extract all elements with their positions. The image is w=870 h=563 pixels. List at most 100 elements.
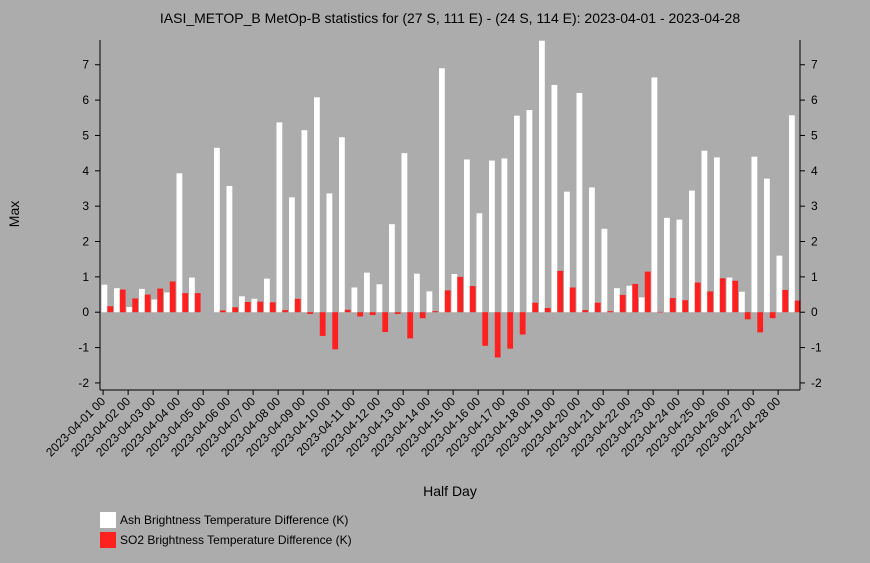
ash-bar <box>251 298 258 313</box>
ash-bar <box>451 274 458 313</box>
so2-bar <box>294 298 301 313</box>
ash-bar <box>364 272 370 313</box>
legend-label-so2: SO2 Brightness Temperature Difference (K… <box>120 533 352 547</box>
legend-item-so2: SO2 Brightness Temperature Difference (K… <box>100 532 352 548</box>
so2-bar <box>782 289 789 313</box>
so2-bar <box>132 298 139 313</box>
y-tick-label-left: 0 <box>82 305 89 319</box>
so2-bar <box>669 298 676 313</box>
ash-bar <box>664 217 670 313</box>
y-tick-label-left: -2 <box>78 376 89 390</box>
ash-bar <box>351 287 358 313</box>
ash-bar <box>101 284 108 313</box>
y-tick-label-left: 5 <box>82 128 89 142</box>
y-tick-label-left: 3 <box>82 199 89 213</box>
ash-bar <box>176 173 183 313</box>
so2-bar <box>482 312 489 346</box>
ash-bar <box>614 288 620 313</box>
so2-bar <box>182 293 189 313</box>
chart-title: IASI_METOP_B MetOp-B statistics for (27 … <box>160 10 740 26</box>
y-tick-label-right: 7 <box>811 58 818 72</box>
ash-bar <box>214 147 220 313</box>
ash-bar <box>276 122 283 313</box>
ash-bar <box>626 285 633 313</box>
so2-bar <box>744 312 751 320</box>
so2-bar <box>319 312 326 336</box>
so2-bar <box>344 309 351 313</box>
ash-bar <box>601 228 608 313</box>
ash-bar <box>564 191 570 313</box>
legend-swatch-so2 <box>100 532 116 548</box>
y-tick-label-left: -1 <box>78 341 89 355</box>
ash-bar <box>301 130 308 313</box>
so2-bar <box>169 281 176 313</box>
so2-bar <box>144 294 151 313</box>
so2-bar <box>407 312 414 339</box>
so2-bar <box>794 300 801 313</box>
so2-bar <box>332 312 339 350</box>
ash-bar <box>551 84 558 313</box>
so2-bar <box>444 290 451 313</box>
ash-bar <box>139 288 145 313</box>
y-tick-label-right: 6 <box>811 93 818 107</box>
y-tick-label-left: 2 <box>82 235 89 249</box>
so2-bar <box>232 307 239 313</box>
so2-bar <box>532 302 539 313</box>
so2-bar <box>619 294 626 313</box>
so2-bar <box>107 306 114 313</box>
so2-bar <box>369 312 376 316</box>
ash-bar <box>539 40 545 313</box>
so2-bar <box>682 300 689 313</box>
so2-bar <box>382 312 389 333</box>
so2-bar <box>357 312 364 317</box>
legend: Ash Brightness Temperature Difference (K… <box>100 512 352 552</box>
x-axis-label: Half Day <box>423 483 477 499</box>
so2-bar <box>219 310 226 313</box>
legend-label-ash: Ash Brightness Temperature Difference (K… <box>120 513 349 527</box>
so2-bar <box>694 282 701 313</box>
y-tick-label-right: 0 <box>811 305 818 319</box>
ash-bar <box>514 115 520 313</box>
ash-bar <box>376 284 383 313</box>
ash-bar <box>489 160 495 313</box>
so2-bar <box>644 271 651 313</box>
so2-bar <box>707 291 714 313</box>
ash-bar <box>264 278 270 313</box>
ash-bar <box>426 291 433 313</box>
ash-bar <box>164 292 170 313</box>
so2-bar <box>757 312 764 333</box>
legend-item-ash: Ash Brightness Temperature Difference (K… <box>100 512 352 528</box>
ash-bar <box>526 110 533 313</box>
ash-bar <box>726 277 733 313</box>
so2-bar <box>307 312 314 314</box>
ash-bar <box>651 77 658 313</box>
bars-group <box>101 40 801 358</box>
ash-bar <box>151 299 158 313</box>
ash-bar <box>639 297 645 313</box>
so2-bar <box>469 286 476 313</box>
so2-bar <box>607 311 614 313</box>
y-tick-label-right: -2 <box>811 376 822 390</box>
ash-bar <box>464 159 470 313</box>
ash-bar <box>689 190 695 313</box>
ash-bar <box>764 178 770 313</box>
y-tick-label-right: -1 <box>811 341 822 355</box>
ash-bar <box>776 255 783 313</box>
so2-bar <box>732 280 739 313</box>
so2-bar <box>557 270 564 313</box>
ash-bar <box>739 291 745 313</box>
ash-bar <box>676 219 683 313</box>
so2-bar <box>119 289 126 313</box>
ash-bar <box>714 157 720 313</box>
ash-bar <box>339 137 345 313</box>
ash-bar <box>401 153 408 313</box>
ash-bar <box>189 277 195 313</box>
so2-bar <box>569 287 576 313</box>
so2-bar <box>582 310 589 313</box>
y-tick-label-right: 5 <box>811 128 818 142</box>
y-tick-label-left: 4 <box>82 164 89 178</box>
so2-bar <box>769 312 776 319</box>
ash-bar <box>114 288 120 313</box>
ash-bar <box>751 156 758 313</box>
